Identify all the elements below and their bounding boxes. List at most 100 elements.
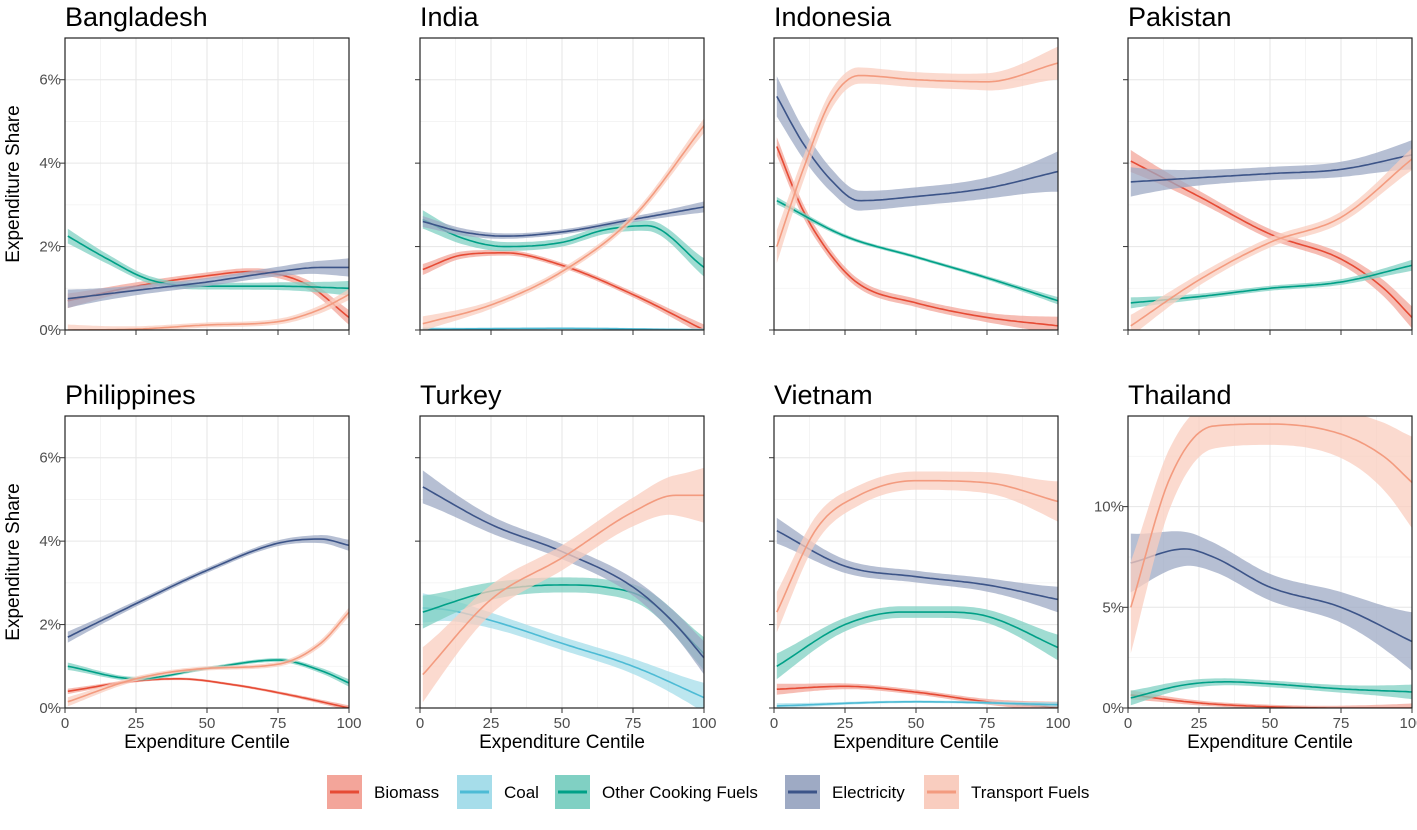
panel-title-india: India bbox=[420, 2, 480, 32]
x-tick-label: 75 bbox=[979, 715, 996, 732]
plot-area-vietnam bbox=[776, 471, 1058, 708]
legend-label-other-cooking-fuels: Other Cooking Fuels bbox=[602, 783, 758, 802]
y-tick-label: 2% bbox=[39, 617, 61, 634]
panel-philippines: Philippines 0% 2% 4% 6% 0 25 50 75 100 Expenditure… bbox=[3, 380, 362, 753]
y-tick-label: 6% bbox=[39, 450, 61, 467]
panel-vietnam: Vietnam 0 25 50 75 100 Expenditure Centile bbox=[769, 380, 1071, 753]
confidence-band-electricity-philippines bbox=[67, 535, 349, 643]
confidence-band-electricity-indonesia bbox=[776, 76, 1058, 211]
x-axis-title-turkey: Expenditure Centile bbox=[479, 732, 645, 753]
confidence-band-transport-fuels-indonesia bbox=[776, 46, 1058, 264]
series-line-coal-vietnam bbox=[776, 700, 1058, 707]
panel-title-philippines: Philippines bbox=[65, 380, 196, 410]
y-tick-label: 4% bbox=[39, 533, 61, 550]
legend-item-transport-fuels: Transport Fuels bbox=[924, 775, 1089, 809]
panel-thailand: Thailand 0% 5% 10% 0 25 50 75 100 Expenditure Cen… bbox=[1094, 380, 1417, 753]
panel-title-thailand: Thailand bbox=[1128, 380, 1232, 410]
series-line-biomass-thailand bbox=[1130, 694, 1412, 708]
plot-area-pakistan bbox=[1130, 140, 1412, 330]
x-axis-vietnam: 0 25 50 75 100 bbox=[770, 708, 1071, 732]
series-line-transport-fuels-indonesia bbox=[776, 62, 1058, 247]
x-tick-label: 100 bbox=[1399, 715, 1417, 732]
x-tick-label: 75 bbox=[625, 715, 642, 732]
y-axis-pakistan bbox=[1123, 79, 1128, 331]
x-axis-thailand: 0 25 50 75 100 bbox=[1124, 708, 1417, 732]
y-axis-india bbox=[415, 79, 420, 331]
confidence-band-biomass-india bbox=[422, 250, 704, 330]
series-line-transport-fuels-pakistan bbox=[1130, 158, 1412, 327]
x-axis-title-vietnam: Expenditure Centile bbox=[833, 732, 999, 753]
series-line-other-cooking-fuels-bangladesh bbox=[67, 235, 349, 290]
confidence-band-biomass-philippines bbox=[67, 677, 349, 708]
series-line-electricity-india bbox=[422, 206, 704, 237]
x-tick-label: 75 bbox=[270, 715, 287, 732]
confidence-band-transport-fuels-pakistan bbox=[1130, 148, 1412, 330]
confidence-band-transport-fuels-philippines bbox=[67, 607, 349, 707]
y-tick-label: 0% bbox=[39, 322, 61, 339]
confidence-band-biomass-bangladesh bbox=[67, 268, 349, 325]
confidence-band-other-cooking-fuels-vietnam bbox=[776, 606, 1058, 680]
panel-pakistan: Pakistan bbox=[1123, 2, 1413, 335]
confidence-band-other-cooking-fuels-bangladesh bbox=[67, 228, 349, 296]
y-tick-label: 6% bbox=[39, 72, 61, 89]
series-line-biomass-india bbox=[422, 252, 704, 330]
gridlines-vietnam bbox=[773, 416, 1059, 709]
legend-item-coal: Coal bbox=[457, 775, 539, 809]
series-line-transport-fuels-philippines bbox=[67, 611, 349, 703]
series-line-biomass-indonesia bbox=[776, 146, 1058, 327]
legend-label-electricity: Electricity bbox=[832, 783, 905, 802]
x-tick-label: 100 bbox=[336, 715, 361, 732]
series-line-electricity-pakistan bbox=[1130, 154, 1412, 183]
series-line-electricity-bangladesh bbox=[67, 266, 349, 300]
confidence-band-other-cooking-fuels-philippines bbox=[67, 658, 349, 687]
legend-label-transport-fuels: Transport Fuels bbox=[971, 783, 1089, 802]
confidence-band-other-cooking-fuels-turkey bbox=[422, 577, 704, 671]
x-tick-label: 100 bbox=[1045, 715, 1070, 732]
x-tick-label: 0 bbox=[770, 715, 778, 732]
x-axis-philippines: 0 25 50 75 100 bbox=[61, 708, 362, 732]
y-axis-title-philippines: Expenditure Share bbox=[3, 483, 24, 640]
legend-label-biomass: Biomass bbox=[374, 783, 439, 802]
x-axis-title-philippines: Expenditure Centile bbox=[124, 732, 290, 753]
confidence-band-electricity-pakistan bbox=[1130, 140, 1412, 197]
y-axis-title-bangladesh: Expenditure Share bbox=[3, 105, 24, 262]
y-axis-bangladesh: 0% 2% 4% 6% bbox=[39, 72, 65, 339]
plot-area-philippines bbox=[67, 535, 349, 708]
series-line-transport-fuels-india bbox=[422, 125, 704, 325]
confidence-band-electricity-turkey bbox=[422, 470, 704, 675]
series-line-other-cooking-fuels-vietnam bbox=[776, 611, 1058, 667]
x-tick-label: 100 bbox=[691, 715, 716, 732]
panel-title-indonesia: Indonesia bbox=[774, 2, 892, 32]
x-tick-label: 0 bbox=[1124, 715, 1132, 732]
y-axis-indonesia bbox=[769, 79, 774, 331]
series-line-transport-fuels-vietnam bbox=[776, 479, 1058, 613]
x-tick-label: 0 bbox=[61, 715, 69, 732]
series-line-electricity-indonesia bbox=[776, 96, 1058, 202]
confidence-band-electricity-thailand bbox=[1130, 531, 1412, 671]
x-axis-turkey: 0 25 50 75 100 bbox=[416, 708, 717, 732]
panel-title-turkey: Turkey bbox=[420, 380, 502, 410]
y-tick-label: 0% bbox=[39, 700, 61, 717]
plot-area-indonesia bbox=[776, 46, 1058, 330]
y-tick-label: 0% bbox=[1102, 700, 1124, 717]
panel-indonesia: Indonesia bbox=[769, 2, 1059, 335]
panel-bangladesh: Bangladesh 0% 2% 4% 6% Expenditure Share bbox=[3, 2, 350, 339]
y-axis-thailand: 0% 5% 10% bbox=[1094, 499, 1128, 717]
plot-area-thailand bbox=[1130, 416, 1412, 708]
y-tick-label: 4% bbox=[39, 155, 61, 172]
series-line-electricity-philippines bbox=[67, 538, 349, 638]
y-tick-label: 2% bbox=[39, 239, 61, 256]
x-tick-label: 75 bbox=[1333, 715, 1350, 732]
series-line-electricity-vietnam bbox=[776, 529, 1058, 601]
series-line-coal-india bbox=[422, 327, 704, 330]
x-tick-label: 50 bbox=[1262, 715, 1279, 732]
plot-area-turkey bbox=[422, 467, 704, 708]
panel-india: India bbox=[415, 2, 705, 335]
x-tick-label: 50 bbox=[554, 715, 571, 732]
x-tick-label: 25 bbox=[837, 715, 854, 732]
series-line-other-cooking-fuels-india bbox=[422, 218, 704, 269]
confidence-band-transport-fuels-bangladesh bbox=[67, 289, 349, 330]
x-tick-label: 25 bbox=[1191, 715, 1208, 732]
